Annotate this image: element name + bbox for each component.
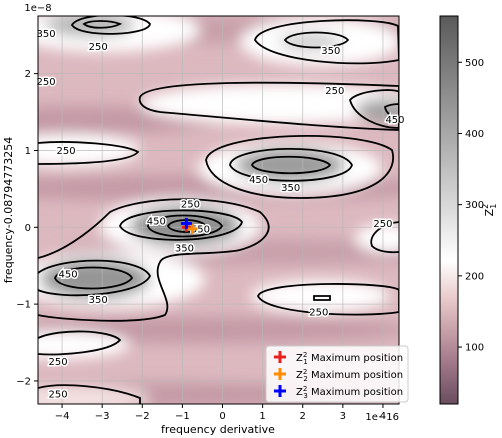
- contour-label: 250: [181, 200, 200, 211]
- y-tick-label: 0: [25, 223, 31, 234]
- legend-sup: 2: [303, 385, 307, 393]
- contour-label: 450: [59, 270, 78, 281]
- colorbar-tick-label: 100: [465, 343, 484, 354]
- contour-label: 250: [49, 390, 68, 401]
- contour-450: [147, 214, 224, 238]
- contour-450: [313, 295, 331, 301]
- legend-z: Z: [296, 353, 303, 364]
- contour-250: [257, 283, 399, 316]
- max-position-marker: [180, 217, 192, 229]
- colorbar-tick-label: 500: [465, 58, 484, 69]
- legend-label: Z2 2 Maximum position: [296, 368, 403, 383]
- colorbar-tick-label: 400: [465, 129, 484, 140]
- contour-label: 250: [36, 77, 55, 88]
- x-tick-label: 1: [259, 411, 265, 422]
- heatmap: [38, 16, 399, 404]
- colorbar-label-sub: 1: [489, 204, 498, 209]
- y-tick-label: 2: [25, 69, 31, 80]
- legend-entry: Z2 1 Maximum position: [274, 351, 403, 366]
- contour-label: 350: [89, 295, 108, 306]
- x-tick-label: 2: [300, 411, 306, 422]
- x-tick-label: −1: [175, 411, 190, 422]
- contour-lines: [38, 16, 399, 404]
- contour-labels: 250 350 350 250 250 450 250 450 350 250 250 450 550 3…: [35, 28, 406, 402]
- max-position-markers: [180, 217, 198, 234]
- x-axis: −4 −3 −2 −1 0 1 2 3 4: [55, 404, 386, 422]
- contour-250: [70, 16, 151, 35]
- legend-label: Z2 3 Maximum position: [296, 385, 403, 400]
- contour-label: 250: [373, 219, 392, 230]
- legend-text: Maximum position: [308, 370, 403, 381]
- colorbar-label-sup: 2: [481, 204, 490, 209]
- contour-label: 250: [89, 42, 108, 53]
- contour-250: [205, 135, 394, 199]
- y-tick-label: 1: [25, 146, 31, 157]
- contour-label: 350: [281, 183, 300, 194]
- contour-250: [38, 384, 141, 404]
- contour-250: [38, 141, 140, 165]
- x-tick-label: 3: [340, 411, 346, 422]
- contour-350: [119, 209, 243, 241]
- legend-sup: 2: [303, 368, 307, 376]
- contour-550: [166, 219, 208, 233]
- x-tick-label: 0: [219, 411, 225, 422]
- legend-text: Maximum position: [308, 387, 403, 398]
- y-axis-label: frequency-0.08794773254: [2, 137, 15, 283]
- legend-sup: 2: [303, 351, 307, 359]
- legend-text: Maximum position: [308, 353, 403, 364]
- contour-label: 250: [325, 86, 344, 97]
- legend-entry: Z2 2 Maximum position: [274, 368, 403, 383]
- contour-450: [251, 155, 332, 175]
- colorbar-tick-label: 300: [465, 200, 484, 211]
- colorbar-tick-label: 200: [465, 271, 484, 282]
- legend-sub: 3: [303, 392, 307, 400]
- contour-label: 250: [309, 307, 328, 318]
- y-multiplier: 1e−8: [24, 3, 51, 14]
- contour-label: 250: [57, 146, 76, 157]
- contour-350: [38, 259, 152, 297]
- legend-z: Z: [296, 387, 303, 398]
- contour-250: [38, 330, 122, 356]
- max-position-marker: [187, 223, 198, 234]
- x-tick-label: −3: [95, 411, 110, 422]
- contour-450: [384, 103, 399, 119]
- y-tick-label: −2: [16, 376, 31, 387]
- contour-250: [370, 221, 399, 254]
- contour-label: 350: [321, 46, 340, 57]
- y-tick-label: −1: [16, 300, 31, 311]
- legend-box: [265, 345, 409, 403]
- x-tick-label: −2: [135, 411, 150, 422]
- contour-350: [283, 31, 350, 49]
- colorbar-label: Z21: [481, 204, 498, 217]
- legend-label: Z2 1 Maximum position: [296, 351, 403, 366]
- x-tick-label: 4: [380, 411, 386, 422]
- contour-label: 250: [49, 357, 68, 368]
- x-multiplier: 1e−16: [365, 412, 399, 423]
- contour-250: [138, 81, 399, 131]
- legend-entry: Z2 3 Maximum position: [274, 385, 403, 400]
- contour-350: [349, 89, 399, 129]
- contour-label: 550: [191, 224, 210, 235]
- contour-label: 350: [36, 29, 55, 40]
- contour-350: [229, 147, 353, 182]
- contour-label: 350: [175, 244, 194, 255]
- y-axis: −2 −1 0 1 2: [16, 69, 38, 387]
- colorbar: 100 200 300 400 500 Z21: [439, 15, 498, 405]
- colorbar-gradient: [439, 15, 459, 405]
- contour-350: [82, 20, 123, 29]
- contour-450: [54, 266, 134, 290]
- legend-z: Z: [296, 370, 303, 381]
- legend-sub: 1: [303, 358, 307, 366]
- colorbar-label-main: Z: [483, 208, 496, 216]
- plot-frame: [37, 15, 400, 405]
- contour-label: 450: [385, 115, 404, 126]
- x-axis-label: frequency derivative: [161, 423, 275, 436]
- x-tick-label: −4: [55, 411, 70, 422]
- legend-sub: 2: [303, 375, 307, 383]
- contour-label: 450: [147, 217, 166, 228]
- contour-label: 450: [249, 175, 268, 186]
- contour-250: [38, 198, 270, 322]
